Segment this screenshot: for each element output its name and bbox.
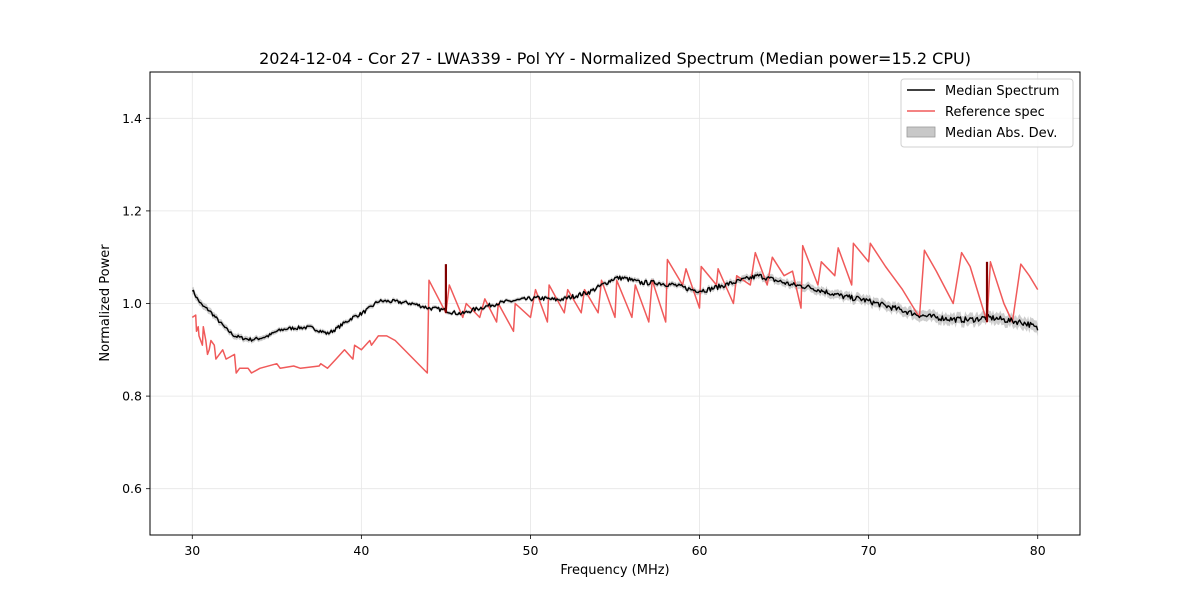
y-axis-label: Normalized Power: [98, 244, 113, 362]
legend-label-reference: Reference spec: [945, 105, 1045, 120]
legend-box: [900, 78, 1074, 148]
y-axis-ticks: 0.6 0.8 1.0 1.2 1.4: [122, 111, 150, 496]
y-tick-label: 1.2: [122, 203, 142, 218]
reference-layer: [191, 242, 1039, 374]
median-spectrum-line: [191, 273, 1039, 342]
y-tick-label: 0.8: [122, 389, 142, 404]
legend-label-mad: Median Abs. Dev.: [945, 126, 1057, 141]
x-tick-label: 40: [353, 543, 369, 558]
x-tick-label: 60: [692, 543, 708, 558]
spike-layer: [444, 261, 989, 323]
legend-entry-median: Median Spectrum: [907, 84, 1059, 99]
x-tick-label: 70: [861, 543, 877, 558]
legend-entry-mad: Median Abs. Dev.: [906, 126, 1057, 141]
reference-spec-line: [191, 242, 1039, 374]
chart-title: 2024-12-04 - Cor 27 - LWA339 - Pol YY - …: [259, 49, 971, 68]
legend-entry-reference: Reference spec: [907, 105, 1045, 120]
x-axis-ticks: 30 40 50 60 70 80: [184, 535, 1046, 558]
legend-swatch-mad: [906, 126, 936, 138]
x-tick-label: 80: [1030, 543, 1046, 558]
mad-band-layer: [192, 271, 1038, 344]
mad-band: [192, 271, 1038, 344]
legend: Median Spectrum Reference spec Median Ab…: [900, 78, 1074, 148]
legend-label-median: Median Spectrum: [945, 84, 1059, 99]
y-tick-label: 0.6: [122, 481, 142, 496]
x-axis-label: Frequency (MHz): [560, 563, 669, 578]
x-tick-label: 30: [184, 543, 200, 558]
median-layer: [191, 273, 1039, 342]
y-tick-label: 1.0: [122, 296, 142, 311]
x-tick-label: 50: [523, 543, 539, 558]
y-tick-label: 1.4: [122, 111, 142, 126]
